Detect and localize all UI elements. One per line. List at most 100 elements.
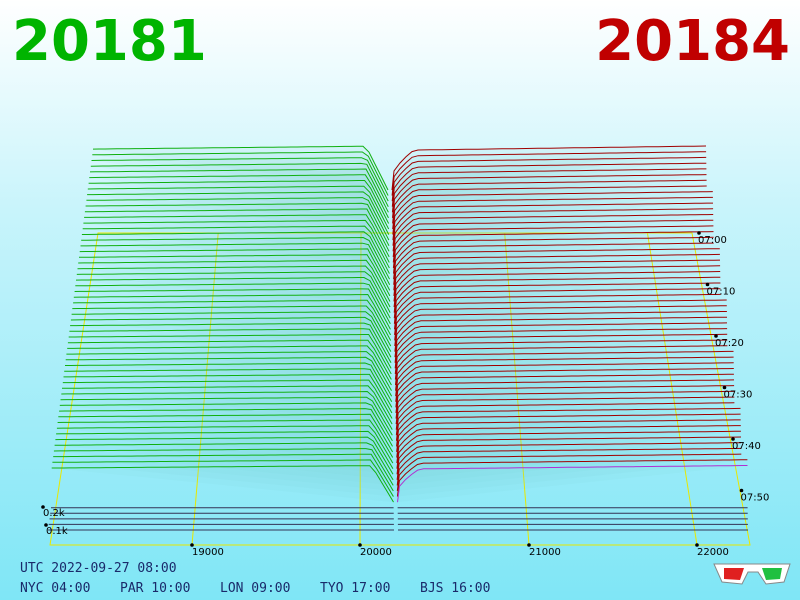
depth-tick-dot [41, 505, 45, 509]
bid-curve [68, 334, 392, 375]
price-tick-dot [190, 543, 194, 547]
bid-curve [76, 271, 391, 313]
bid-curve [82, 225, 390, 269]
bid-curve [78, 259, 391, 302]
bid-price: 20181 [12, 9, 207, 74]
ask-curve [394, 316, 727, 358]
bid-curve [59, 402, 393, 442]
time-tick-dot [705, 282, 710, 287]
bid-curve [79, 248, 391, 291]
bid-curve [81, 236, 391, 280]
depth-curves [48, 145, 748, 531]
ask-curve [393, 242, 714, 285]
ask-curve [396, 430, 741, 469]
time-tick-label: 07:50 [741, 493, 770, 504]
ask-curve [395, 350, 734, 391]
ask-price: 20184 [595, 9, 790, 74]
ask-curve [394, 322, 728, 363]
bid-curve [91, 157, 389, 202]
bid-curve [70, 316, 392, 358]
bid-curve [83, 219, 390, 263]
zone-time: PAR 10:00 [120, 581, 190, 596]
bid-curve [85, 202, 390, 246]
depth-tick-dot [44, 523, 48, 527]
ask-curve [394, 305, 727, 347]
bid-curve [90, 162, 389, 207]
ask-curve [395, 390, 735, 430]
bid-curve [77, 265, 391, 308]
ask-curve [394, 311, 727, 352]
price-grid-line [504, 232, 530, 546]
price-tick-label: 22000 [697, 547, 729, 558]
bid-curve [53, 453, 394, 492]
price-grid-line [646, 232, 698, 546]
time-tick-dot [739, 488, 744, 493]
ask-curve [391, 151, 707, 196]
ask-curve [393, 288, 721, 330]
bid-curve [92, 151, 389, 196]
price-tick-label: 21000 [529, 547, 561, 558]
3d-glasses-icon [713, 563, 791, 585]
price-tick-dot [527, 543, 531, 547]
zone-time: BJS 16:00 [420, 581, 490, 596]
price-tick-label: 20000 [360, 547, 392, 558]
time-tick-label: 07:20 [715, 338, 744, 349]
bid-curve [75, 277, 391, 319]
depth-tick-label: 0.2k [43, 508, 65, 519]
bid-curve [87, 185, 390, 230]
bid-curve [86, 197, 390, 241]
zone-time: LON 09:00 [220, 581, 290, 596]
ask-curve [392, 208, 714, 252]
ask-curve [393, 271, 721, 313]
time-tick-dot [731, 437, 735, 441]
bid-curve [74, 288, 391, 330]
ask-curve [397, 465, 748, 503]
bid-curve [58, 413, 394, 453]
time-tick-label: 07:40 [732, 441, 761, 452]
price-tick-dot [695, 543, 699, 547]
bid-curve [84, 214, 390, 258]
ask-curve [395, 356, 734, 397]
ask-curve [392, 185, 707, 230]
price-grid-line [191, 232, 219, 546]
ask-curve [393, 265, 721, 308]
ask-curve [395, 396, 735, 436]
utc-time: UTC 2022-09-27 08:00 [20, 561, 177, 576]
ask-curve [394, 339, 728, 380]
bid-curve [69, 328, 392, 369]
bid-curve [92, 145, 389, 191]
time-zones: NYC 04:00 PAR 10:00 LON 09:00 TYO 17:00 BJS … [20, 581, 490, 596]
ask-curve [394, 328, 728, 369]
ask-curve [395, 368, 734, 408]
ask-curve [394, 293, 721, 335]
bid-curve [51, 465, 394, 503]
time-tick-dot [722, 385, 727, 390]
ask-curve [394, 333, 728, 374]
time-tick-label: 07:00 [698, 235, 727, 246]
axis-labels: 19000 20000 21000 22000 0.2k 0.1k 07:00 07:10 07… [41, 231, 769, 558]
bid-curve [73, 293, 391, 336]
bid-curve [80, 242, 391, 285]
ask-curve [396, 407, 741, 447]
zone-time: TYO 17:00 [320, 581, 390, 596]
price-tick-dot [358, 543, 362, 547]
depth-tick-label: 0.1k [46, 526, 68, 537]
bid-curve [72, 305, 392, 347]
bid-curve [87, 191, 390, 235]
bid-curve [84, 208, 390, 252]
price-tick-label: 19000 [192, 547, 224, 558]
time-tick-dot [697, 231, 701, 235]
ask-curve [394, 345, 728, 386]
ask-curve [391, 168, 707, 213]
ask-curve [393, 253, 720, 296]
ask-curve [391, 174, 707, 218]
time-tick-dot [714, 334, 718, 338]
ask-curve [396, 413, 741, 453]
ask-curve [394, 299, 727, 341]
bid-curve [70, 322, 392, 364]
bid-curve [75, 282, 391, 325]
bid-curve [81, 231, 390, 274]
